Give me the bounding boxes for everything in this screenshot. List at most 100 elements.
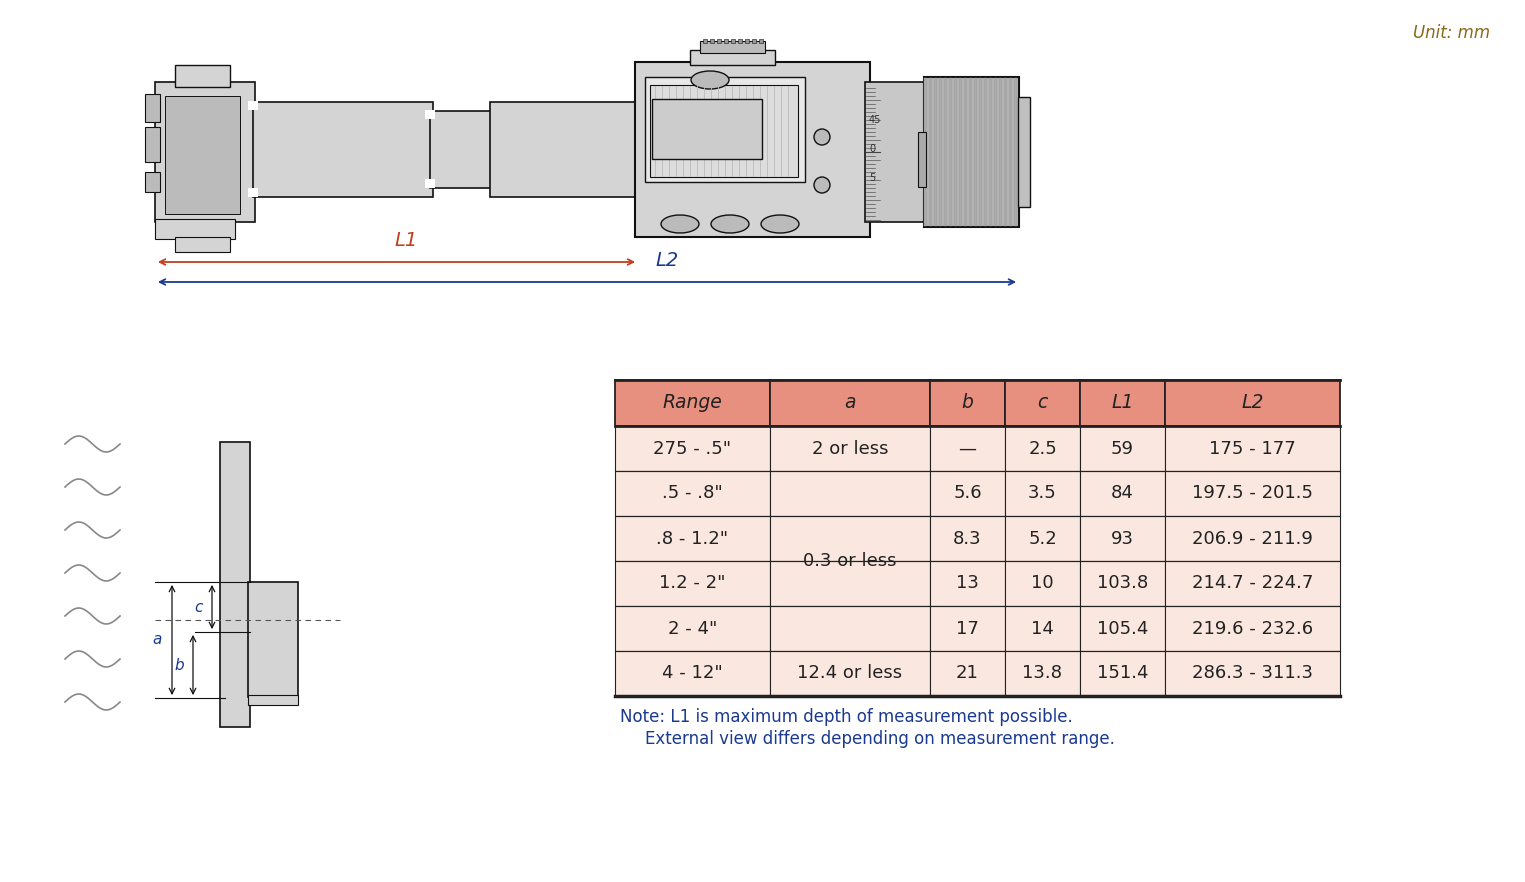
Bar bbox=[1019, 97, 1029, 207]
Text: L1: L1 bbox=[395, 231, 418, 250]
Ellipse shape bbox=[660, 215, 698, 233]
Bar bbox=[994, 78, 997, 226]
Bar bbox=[949, 78, 952, 226]
Bar bbox=[959, 78, 962, 226]
Bar bbox=[930, 516, 1005, 561]
Bar bbox=[1080, 516, 1165, 561]
Text: 1.2 - 2": 1.2 - 2" bbox=[659, 574, 726, 593]
Bar bbox=[615, 651, 770, 696]
Text: 2 or less: 2 or less bbox=[811, 439, 888, 458]
Bar bbox=[1080, 606, 1165, 651]
Text: b: b bbox=[174, 657, 185, 672]
Ellipse shape bbox=[761, 215, 799, 233]
Bar bbox=[944, 78, 947, 226]
Bar bbox=[1080, 651, 1165, 696]
Bar bbox=[968, 78, 971, 226]
Bar bbox=[929, 78, 932, 226]
Bar bbox=[1005, 651, 1080, 696]
Text: b: b bbox=[962, 393, 973, 413]
Bar bbox=[1005, 471, 1080, 516]
Bar bbox=[425, 179, 435, 188]
Bar bbox=[645, 77, 805, 182]
Text: 3.5: 3.5 bbox=[1028, 484, 1057, 503]
Bar bbox=[1165, 516, 1340, 561]
Bar bbox=[930, 380, 1005, 426]
Bar bbox=[770, 471, 930, 516]
Bar bbox=[615, 380, 770, 426]
Ellipse shape bbox=[814, 177, 830, 193]
Bar bbox=[924, 78, 927, 226]
Text: L2: L2 bbox=[656, 251, 679, 270]
Text: 12.4 or less: 12.4 or less bbox=[798, 664, 903, 683]
Bar bbox=[939, 78, 942, 226]
Text: 2 - 4": 2 - 4" bbox=[668, 619, 717, 638]
Bar bbox=[1014, 78, 1017, 226]
Bar bbox=[865, 82, 926, 222]
Bar bbox=[1165, 471, 1340, 516]
Bar bbox=[924, 77, 1019, 227]
Bar bbox=[918, 132, 926, 187]
Bar bbox=[615, 606, 770, 651]
Bar bbox=[689, 50, 775, 65]
Text: 0: 0 bbox=[869, 144, 875, 154]
Text: 21: 21 bbox=[956, 664, 979, 683]
Bar bbox=[249, 695, 297, 705]
Text: 105.4: 105.4 bbox=[1096, 619, 1148, 638]
Text: 14: 14 bbox=[1031, 619, 1054, 638]
Bar bbox=[1005, 426, 1080, 471]
Text: 197.5 - 201.5: 197.5 - 201.5 bbox=[1193, 484, 1313, 503]
Text: 10: 10 bbox=[1031, 574, 1054, 593]
Bar bbox=[990, 78, 991, 226]
Ellipse shape bbox=[711, 215, 749, 233]
Text: c: c bbox=[1037, 393, 1048, 413]
Bar bbox=[145, 172, 160, 192]
Bar bbox=[730, 39, 735, 43]
Bar bbox=[253, 102, 433, 197]
Bar bbox=[1165, 651, 1340, 696]
Text: 84: 84 bbox=[1112, 484, 1135, 503]
Bar bbox=[430, 111, 496, 188]
Bar bbox=[746, 39, 749, 43]
Text: .8 - 1.2": .8 - 1.2" bbox=[656, 529, 729, 548]
Bar bbox=[653, 99, 762, 159]
Bar bbox=[249, 101, 258, 110]
Bar bbox=[759, 39, 762, 43]
Text: L1: L1 bbox=[1112, 393, 1133, 413]
Text: 59: 59 bbox=[1112, 439, 1135, 458]
Bar bbox=[615, 516, 770, 561]
Bar bbox=[145, 94, 160, 122]
Ellipse shape bbox=[691, 71, 729, 89]
Bar bbox=[1080, 471, 1165, 516]
Bar bbox=[1005, 516, 1080, 561]
Text: 13.8: 13.8 bbox=[1022, 664, 1063, 683]
Bar bbox=[1003, 78, 1006, 226]
Bar bbox=[770, 516, 930, 561]
Bar bbox=[930, 606, 1005, 651]
Bar bbox=[955, 78, 958, 226]
Bar bbox=[156, 219, 235, 239]
Bar bbox=[425, 110, 435, 119]
Text: 103.8: 103.8 bbox=[1096, 574, 1148, 593]
Bar bbox=[1165, 561, 1340, 606]
Bar bbox=[930, 471, 1005, 516]
Text: 5.6: 5.6 bbox=[953, 484, 982, 503]
Bar bbox=[220, 442, 250, 727]
Text: .5 - .8": .5 - .8" bbox=[662, 484, 723, 503]
Text: 8.3: 8.3 bbox=[953, 529, 982, 548]
Text: 13: 13 bbox=[956, 574, 979, 593]
Bar bbox=[770, 380, 930, 426]
Bar bbox=[930, 426, 1005, 471]
Text: 0.3 or less: 0.3 or less bbox=[804, 552, 897, 570]
Bar bbox=[615, 561, 770, 606]
Text: 206.9 - 211.9: 206.9 - 211.9 bbox=[1193, 529, 1313, 548]
Text: 2.5: 2.5 bbox=[1028, 439, 1057, 458]
Text: External view differs depending on measurement range.: External view differs depending on measu… bbox=[645, 730, 1115, 748]
Text: c: c bbox=[195, 600, 203, 615]
Bar bbox=[724, 39, 727, 43]
Text: L2: L2 bbox=[1241, 393, 1264, 413]
Text: 17: 17 bbox=[956, 619, 979, 638]
Text: 286.3 - 311.3: 286.3 - 311.3 bbox=[1193, 664, 1313, 683]
Bar bbox=[717, 39, 721, 43]
Text: a: a bbox=[152, 632, 162, 647]
Bar bbox=[703, 39, 708, 43]
